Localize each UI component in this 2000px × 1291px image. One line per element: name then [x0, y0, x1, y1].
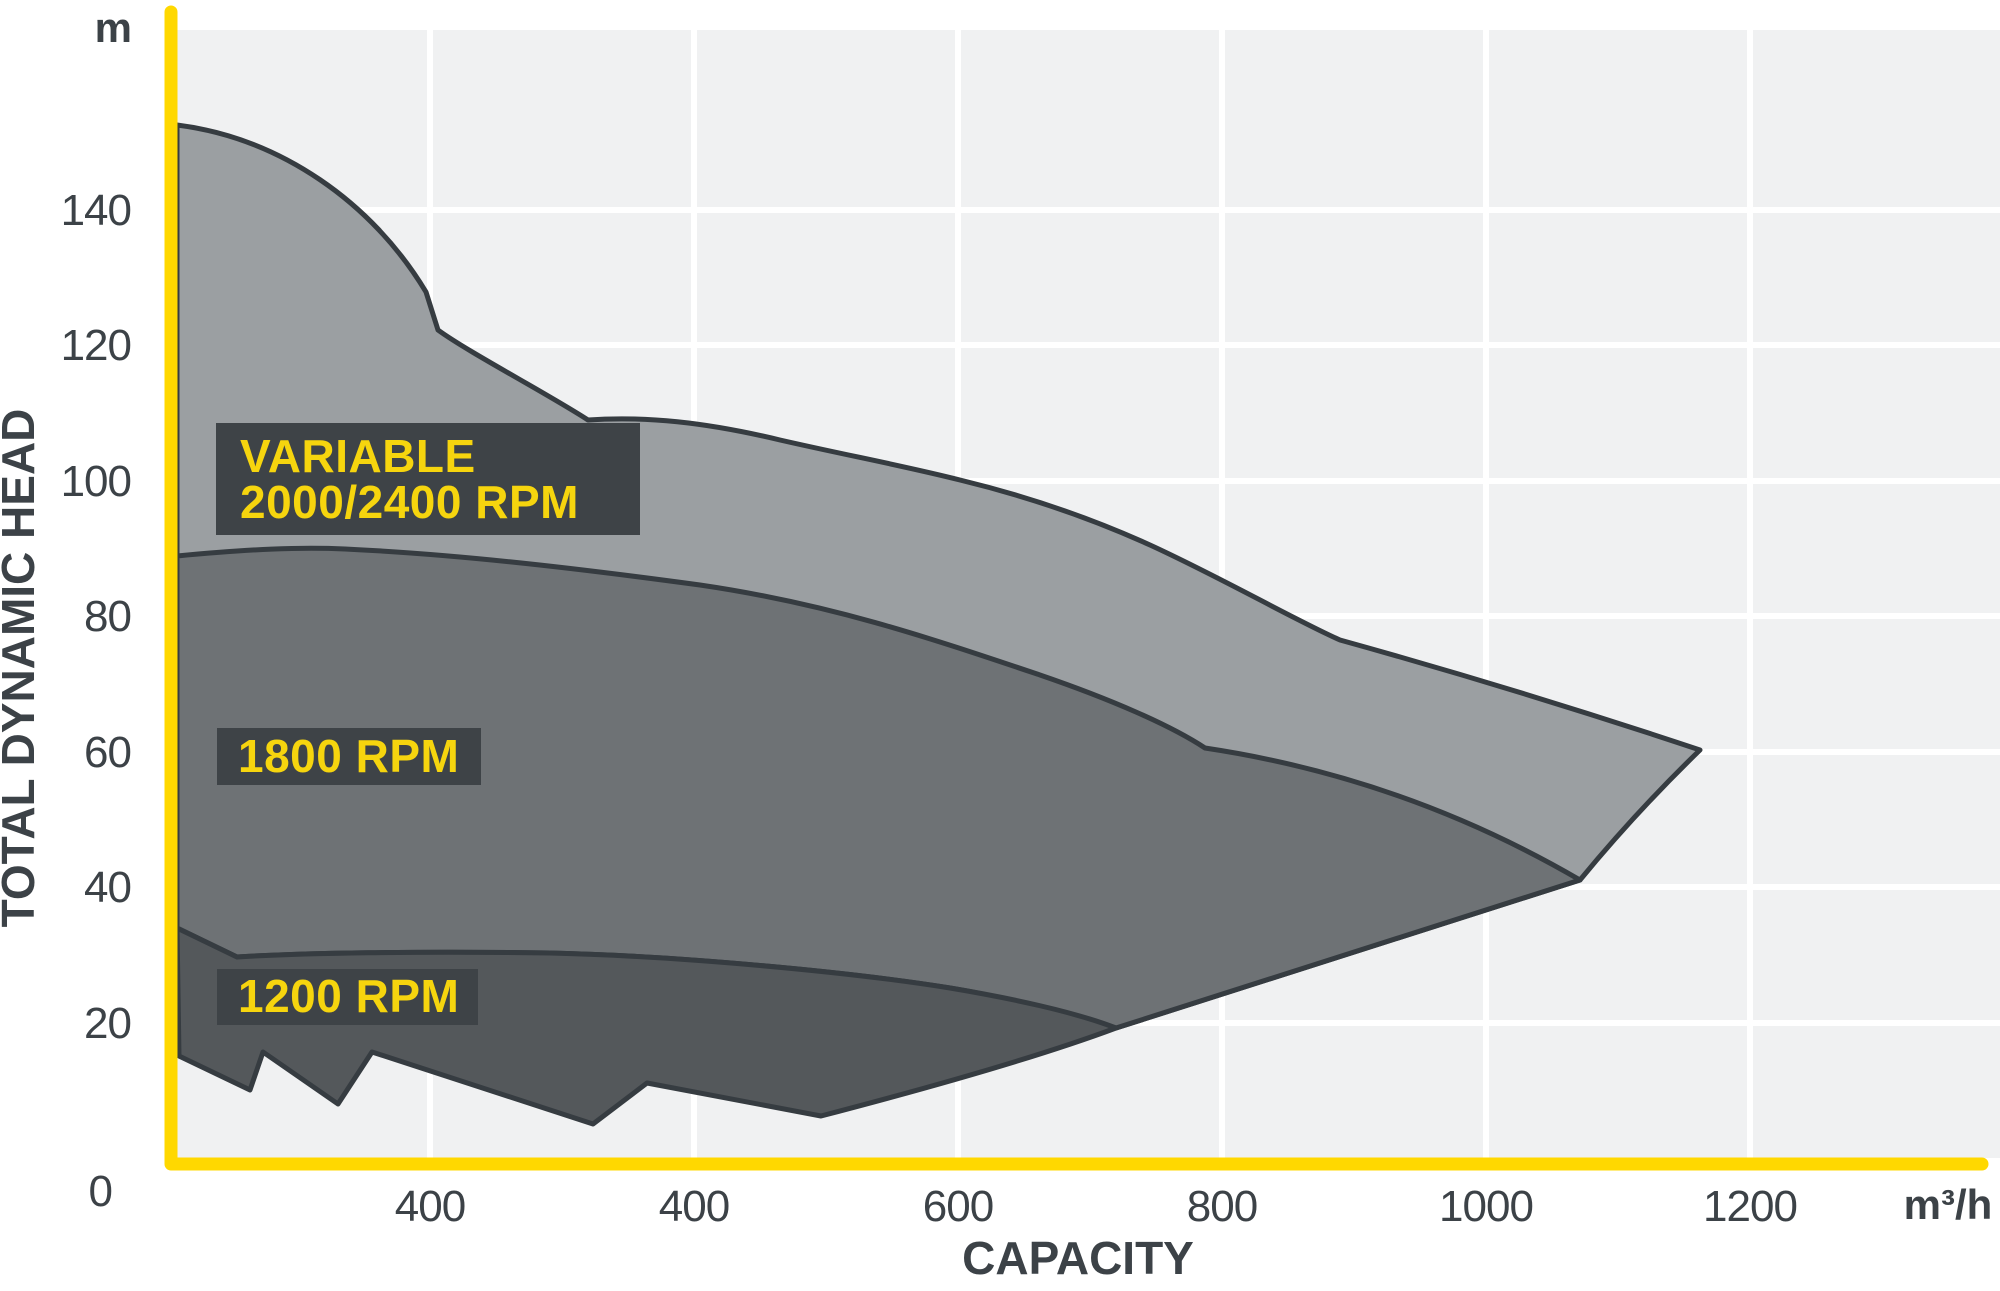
legend-badges: VARIABLE 2000/2400 RPM 1800 RPM 1200 RPM: [216, 423, 640, 1025]
y-tick-60: 60: [84, 728, 131, 777]
x-axis-ticks: 400 400 600 800 1000 1200 m³/h: [395, 1181, 1993, 1231]
rpm-1200-badge: [217, 969, 478, 1025]
y-axis-title: TOTAL DYNAMIC HEAD: [0, 409, 44, 928]
y-tick-120: 120: [61, 321, 131, 370]
y-tick-20: 20: [84, 999, 131, 1048]
x-axis-unit: m³/h: [1904, 1181, 1993, 1228]
x-tick-4: 800: [1187, 1182, 1257, 1231]
x-tick-5: 1000: [1439, 1182, 1533, 1231]
variable-rpm-badge-line1: VARIABLE: [240, 430, 476, 482]
y-tick-140: 140: [61, 186, 131, 235]
x-axis-title: CAPACITY: [962, 1232, 1194, 1284]
x-tick-6: 1200: [1703, 1182, 1797, 1231]
rpm-1200-badge-label: 1200 RPM: [238, 970, 459, 1022]
y-tick-100: 100: [61, 457, 131, 506]
y-axis-unit: m: [95, 4, 132, 51]
y-axis-ticks: m 140 120 100 80 60 40 20 0: [61, 4, 132, 1216]
y-tick-80: 80: [84, 592, 131, 641]
rpm-1800-badge: [217, 728, 481, 785]
variable-rpm-badge: [216, 423, 640, 535]
x-tick-2: 400: [659, 1182, 729, 1231]
x-tick-1: 400: [395, 1182, 465, 1231]
axis-lines: [164, 5, 1989, 1171]
envelope-regions: [174, 122, 1703, 1127]
rpm-1800-badge-label: 1800 RPM: [238, 730, 459, 782]
y-tick-40: 40: [84, 863, 131, 912]
x-tick-3: 600: [923, 1182, 993, 1231]
variable-rpm-badge-line2: 2000/2400 RPM: [240, 476, 579, 528]
origin-tick-0: 0: [89, 1167, 112, 1216]
